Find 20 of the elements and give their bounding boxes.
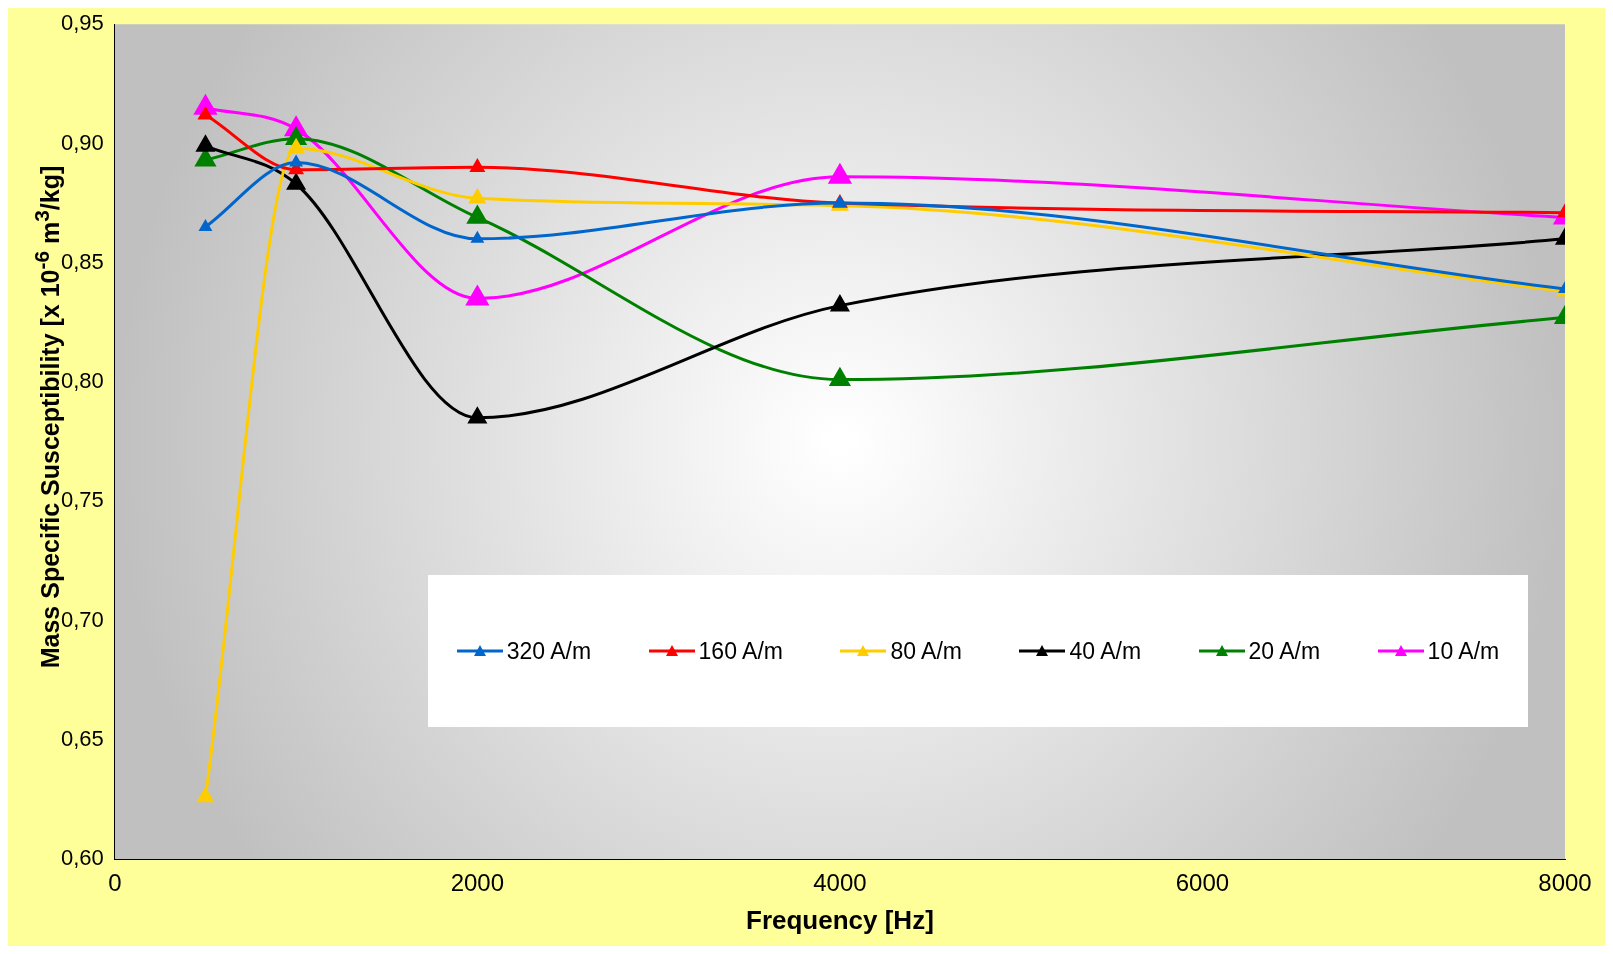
y-tick-label: 0,70 [60, 606, 104, 632]
y-tick-label: 0,80 [60, 368, 104, 394]
x-tick-label: 4000 [813, 869, 867, 897]
legend-label: 160 A/m [698, 637, 783, 665]
legend-label: 40 A/m [1069, 637, 1142, 665]
x-axis-title: Frequency [Hz] [746, 904, 934, 935]
y-tick-label: 0,60 [60, 845, 104, 871]
y-tick-label: 0,90 [60, 129, 104, 155]
y-tick-label: 0,85 [60, 248, 104, 274]
x-tick-label: 6000 [1175, 869, 1230, 897]
y-tick-label: 0,65 [60, 725, 104, 751]
x-tick-label: 8000 [1538, 869, 1592, 897]
legend-label: 320 A/m [506, 637, 592, 665]
legend-label: 10 A/m [1427, 637, 1500, 665]
x-tick-label: 2000 [450, 869, 505, 897]
legend-label: 80 A/m [890, 637, 963, 665]
y-tick-label: 0,75 [60, 487, 104, 513]
y-tick-label: 0,95 [60, 10, 104, 36]
legend-label: 20 A/m [1248, 637, 1321, 665]
x-tick-label: 0 [108, 869, 122, 897]
